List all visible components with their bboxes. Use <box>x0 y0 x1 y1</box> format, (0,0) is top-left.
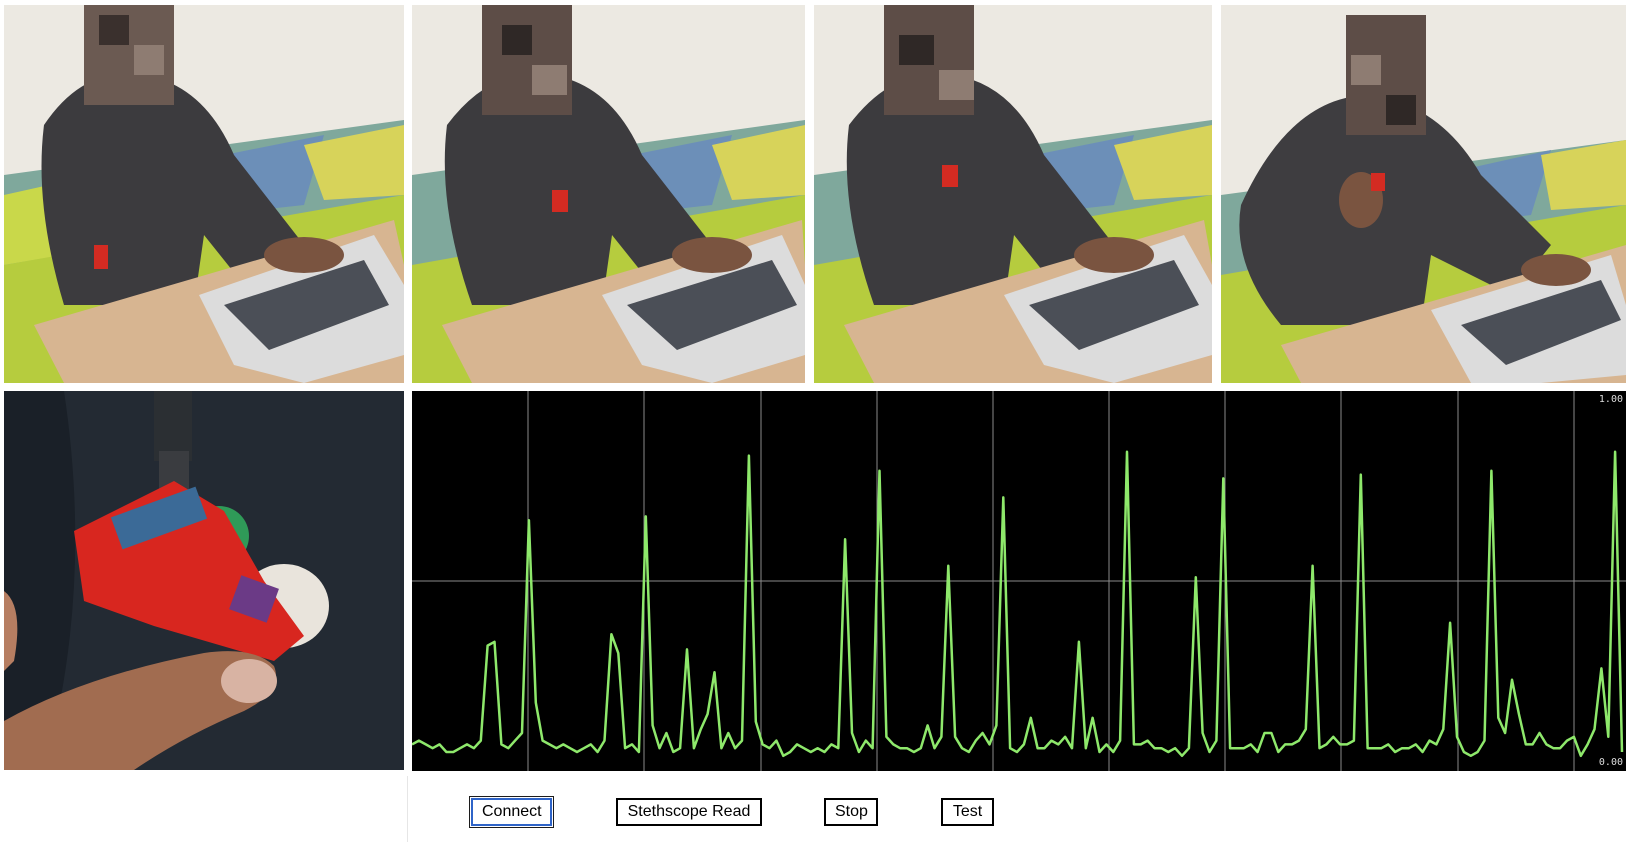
user-pointing-photo-4 <box>1221 5 1626 383</box>
controls-divider <box>407 776 408 842</box>
stethoscope-read-button[interactable]: Stethscope Read <box>616 798 762 826</box>
user-typing-photo-1 <box>4 5 404 383</box>
user-typing-photo-2 <box>412 5 805 383</box>
scale-max-label: 1.00 <box>1598 394 1623 405</box>
device-closeup-photo <box>4 391 404 770</box>
signal-monitor: 1.00 0.00 <box>412 391 1626 771</box>
user-typing-photo-3 <box>814 5 1212 383</box>
scale-min-label: 0.00 <box>1598 757 1623 768</box>
test-button[interactable]: Test <box>941 798 994 826</box>
connect-button[interactable]: Connect <box>469 796 554 828</box>
signal-trace <box>412 450 1624 758</box>
stop-button[interactable]: Stop <box>824 798 878 826</box>
signal-plot <box>412 391 1626 771</box>
